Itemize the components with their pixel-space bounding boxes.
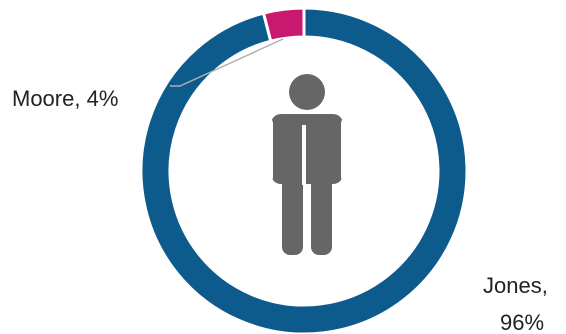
moore-leader-line xyxy=(170,38,284,87)
jones-slice xyxy=(139,6,469,334)
jones-data-label: Jones, xyxy=(483,273,548,298)
person-icon xyxy=(263,74,351,255)
moore-data-label: Moore, 4% xyxy=(12,86,118,111)
donut-slices xyxy=(139,6,469,334)
jones-data-label-percent: 96% xyxy=(500,310,544,334)
